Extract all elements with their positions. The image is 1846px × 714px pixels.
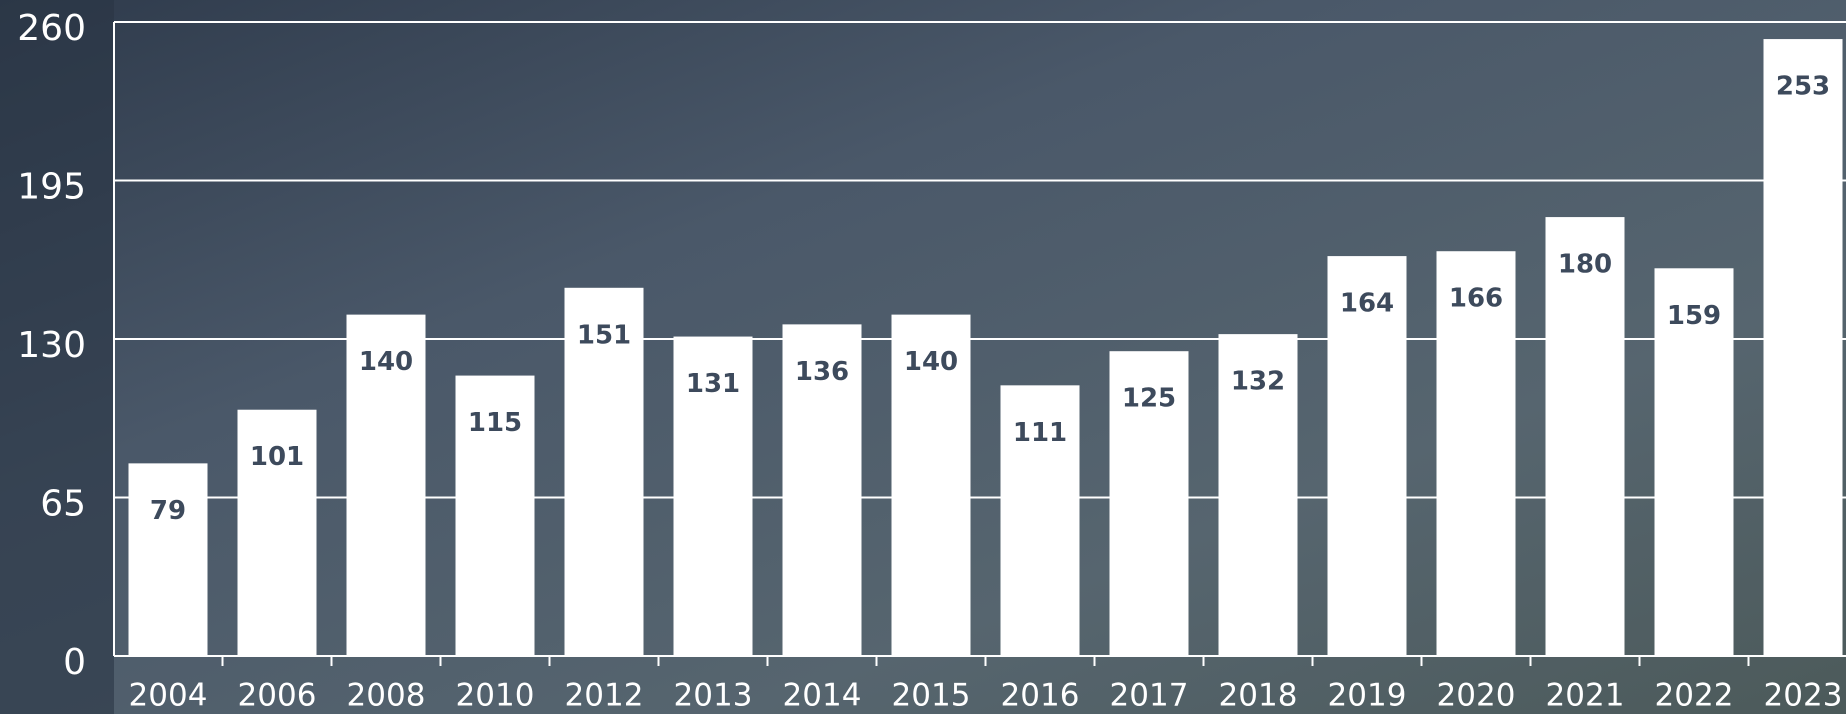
data-label: 140	[359, 347, 413, 377]
bar	[1436, 251, 1516, 656]
x-tick-label: 2023	[1764, 678, 1843, 714]
bar	[1109, 351, 1189, 656]
bar	[346, 314, 426, 656]
bar	[128, 463, 208, 656]
data-label: 140	[904, 347, 958, 377]
bar	[782, 324, 862, 656]
x-tick-label: 2020	[1437, 678, 1516, 714]
data-label: 159	[1667, 301, 1721, 331]
x-tick-label: 2013	[674, 678, 753, 714]
data-label: 101	[250, 442, 304, 472]
y-tick-label: 65	[40, 484, 86, 525]
x-tick-label: 2017	[1110, 678, 1189, 714]
bar	[455, 375, 535, 656]
bar	[237, 409, 317, 656]
bar	[1327, 256, 1407, 656]
bar	[1000, 385, 1080, 656]
data-label: 166	[1449, 284, 1503, 314]
x-tick-label: 2022	[1655, 678, 1734, 714]
x-tick-label: 2021	[1546, 678, 1625, 714]
data-label: 131	[686, 369, 740, 399]
data-label: 136	[795, 357, 849, 387]
x-tick-label: 2015	[892, 678, 971, 714]
axis-panel	[0, 0, 114, 714]
data-label: 115	[468, 408, 522, 438]
bar	[1763, 39, 1843, 657]
data-label: 132	[1231, 367, 1285, 397]
data-label: 125	[1122, 384, 1176, 414]
data-label: 180	[1558, 250, 1612, 280]
x-tick-label: 2006	[238, 678, 317, 714]
x-tick-label: 2012	[565, 678, 644, 714]
bar	[673, 336, 753, 656]
x-tick-label: 2004	[129, 678, 208, 714]
y-tick-label: 195	[17, 167, 86, 208]
bar	[564, 287, 644, 656]
bar	[1654, 268, 1734, 656]
data-label: 253	[1776, 72, 1830, 102]
data-label: 151	[577, 320, 631, 350]
bar	[891, 314, 971, 656]
data-label: 111	[1013, 418, 1067, 448]
x-tick-label: 2008	[347, 678, 426, 714]
data-label: 164	[1340, 289, 1394, 319]
bar	[1218, 334, 1298, 656]
y-tick-label: 130	[17, 325, 86, 366]
y-tick-label: 260	[17, 8, 86, 49]
x-tick-label: 2019	[1328, 678, 1407, 714]
x-tick-label: 2018	[1219, 678, 1298, 714]
y-tick-label: 0	[63, 642, 86, 683]
bar	[1545, 217, 1625, 657]
data-label: 79	[150, 496, 186, 526]
x-tick-label: 2016	[1001, 678, 1080, 714]
x-tick-label: 2010	[456, 678, 535, 714]
x-tick-label: 2014	[783, 678, 862, 714]
